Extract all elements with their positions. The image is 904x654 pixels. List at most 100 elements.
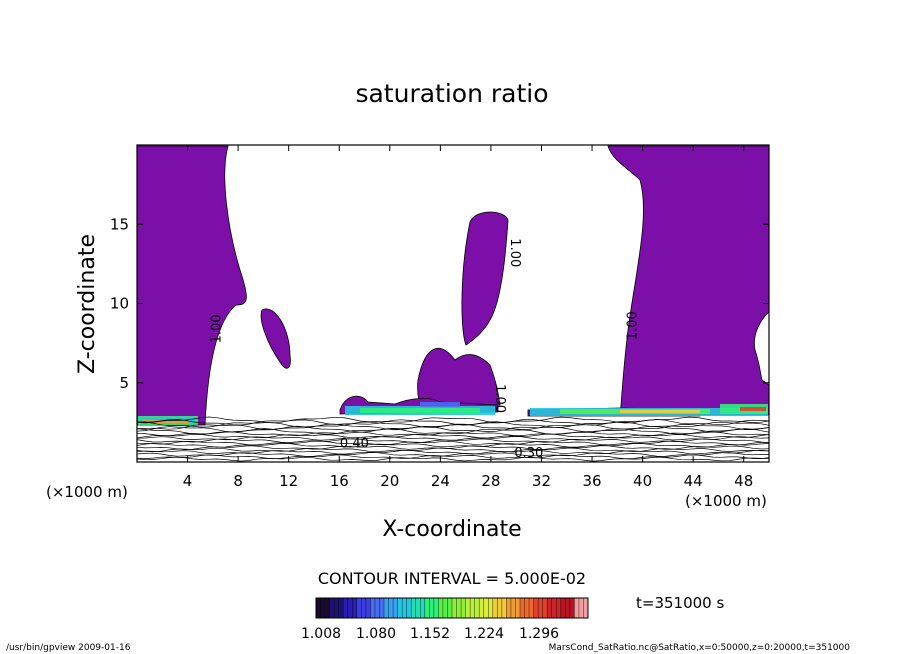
- colorbar-swatch: [384, 598, 389, 618]
- color-band: [360, 408, 480, 413]
- colorbar-swatch: [347, 598, 353, 618]
- x-tick-label: 24: [431, 472, 450, 490]
- x-tick-label: 20: [380, 472, 399, 490]
- colorbar-swatch: [542, 598, 548, 618]
- colorbar-tick-label: 1.296: [519, 626, 559, 642]
- colorbar-swatch: [488, 598, 494, 618]
- contour-line: [136, 431, 770, 437]
- contour-line: [136, 438, 770, 444]
- x-unit-label-left: (×1000 m): [46, 483, 128, 501]
- colorbar-swatch: [397, 598, 403, 618]
- colorbar-swatch: [365, 598, 371, 618]
- color-band: [142, 420, 190, 423]
- colorbar-swatch: [533, 598, 539, 618]
- colorbar-ticks: 1.008 1.080 1.152 1.224 1.296: [301, 626, 559, 642]
- colorbar-swatch: [556, 598, 562, 618]
- colorbar-tick-label: 1.008: [301, 626, 341, 642]
- contour-line: [136, 447, 770, 453]
- x-tick-label: 32: [532, 472, 551, 490]
- colorbar-swatch: [578, 598, 584, 618]
- colorbar-swatch: [325, 598, 330, 618]
- contour-line: [136, 416, 770, 424]
- colorbar-swatch: [406, 598, 412, 618]
- supersaturated-region: [136, 145, 770, 426]
- contour-label: 1.00: [209, 314, 224, 343]
- contour-line: [136, 433, 770, 439]
- colorbar-swatch: [338, 598, 344, 618]
- colorbar-swatch: [438, 598, 444, 618]
- colorbar-swatch: [361, 598, 367, 618]
- footer-right: MarsCond_SatRatio.nc@SatRatio,x=0:50000,…: [549, 643, 851, 653]
- contour-line: [136, 428, 770, 435]
- colorbar-swatch: [379, 598, 385, 618]
- contour-label: 1.00: [507, 238, 522, 267]
- colorbar-swatch: [402, 598, 407, 618]
- colorbar-swatch: [569, 598, 575, 618]
- colorbar-swatch: [388, 598, 394, 618]
- colorbar-swatch: [356, 598, 362, 618]
- contour-interval-label: CONTOUR INTERVAL = 5.000E-02: [318, 569, 586, 588]
- colorbar-swatch: [452, 598, 457, 618]
- colorbar-swatch: [574, 598, 580, 618]
- colorbar-swatch: [456, 598, 462, 618]
- supersaturated-shape: [461, 211, 509, 346]
- colorbar-swatch: [474, 598, 480, 618]
- colorbar-tick-label: 1.224: [464, 626, 504, 642]
- colorbar-swatch: [492, 598, 498, 618]
- colorbar-swatch: [565, 598, 571, 618]
- y-tick-label: 10: [110, 295, 129, 313]
- contour-lines: [136, 416, 770, 462]
- contour-line: [136, 454, 770, 460]
- contour-label: 0.30: [514, 446, 543, 461]
- contour-line: [136, 452, 769, 457]
- colorbar-swatch: [411, 598, 417, 618]
- y-tick-label: 5: [119, 374, 129, 392]
- contour-line: [136, 425, 770, 433]
- x-tick-label: 12: [279, 472, 298, 490]
- colorbar-swatch: [334, 598, 339, 618]
- supersaturated-shape: [260, 308, 291, 369]
- x-tick-label: 4: [183, 472, 193, 490]
- colorbar-swatch: [547, 598, 553, 618]
- supersaturated-shape: [136, 145, 247, 426]
- x-tick-label: 8: [233, 472, 243, 490]
- colorbar-swatch: [415, 598, 421, 618]
- footer-left: /usr/bin/gpview 2009-01-16: [6, 643, 131, 653]
- colorbar-swatch: [329, 598, 335, 618]
- colorbar-swatch: [506, 598, 512, 618]
- colorbar-swatch: [583, 598, 589, 618]
- colorbar-swatch: [470, 598, 475, 618]
- x-tick-label: 16: [330, 472, 349, 490]
- colorbar-swatch: [483, 598, 489, 618]
- colorbar-swatch: [320, 598, 326, 618]
- colorbar-swatch: [429, 598, 435, 618]
- colorbar-swatch: [461, 598, 466, 618]
- colorbar-tick-label: 1.080: [356, 626, 396, 642]
- time-label: t=351000 s: [636, 594, 724, 612]
- supersaturated-shape: [417, 348, 501, 406]
- colorbar-swatch: [560, 598, 566, 618]
- colorbar-frame: [315, 597, 589, 619]
- colorbar-swatch: [524, 598, 530, 618]
- colorbar-swatch: [393, 598, 398, 618]
- colorbar-swatch: [316, 598, 321, 618]
- x-axis-label: X-coordinate: [382, 517, 521, 542]
- colorbar-swatch: [433, 598, 439, 618]
- colorbar-swatch: [343, 598, 349, 618]
- y-axis: 5 10 15: [110, 215, 769, 392]
- contour-labels: 1.00 1.00 1.00 1.00 0.40 0.30: [209, 238, 640, 461]
- x-tick-label: 40: [633, 472, 652, 490]
- colorbar-tick-label: 1.152: [410, 626, 450, 642]
- x-tick-label: 28: [481, 472, 500, 490]
- x-tick-label: 36: [582, 472, 601, 490]
- color-band: [740, 407, 766, 411]
- colorbar-swatch: [465, 598, 471, 618]
- x-axis: 4 8 12 16 20 24 28 32 36 40 44 48: [183, 145, 753, 490]
- x-unit-label-right: (×1000 m): [685, 492, 767, 510]
- colorbar-swatch: [510, 598, 516, 618]
- colorbar-swatch: [529, 598, 534, 618]
- contour-label: 1.00: [625, 311, 640, 340]
- colorbar-swatch: [538, 598, 543, 618]
- color-band: [420, 402, 460, 407]
